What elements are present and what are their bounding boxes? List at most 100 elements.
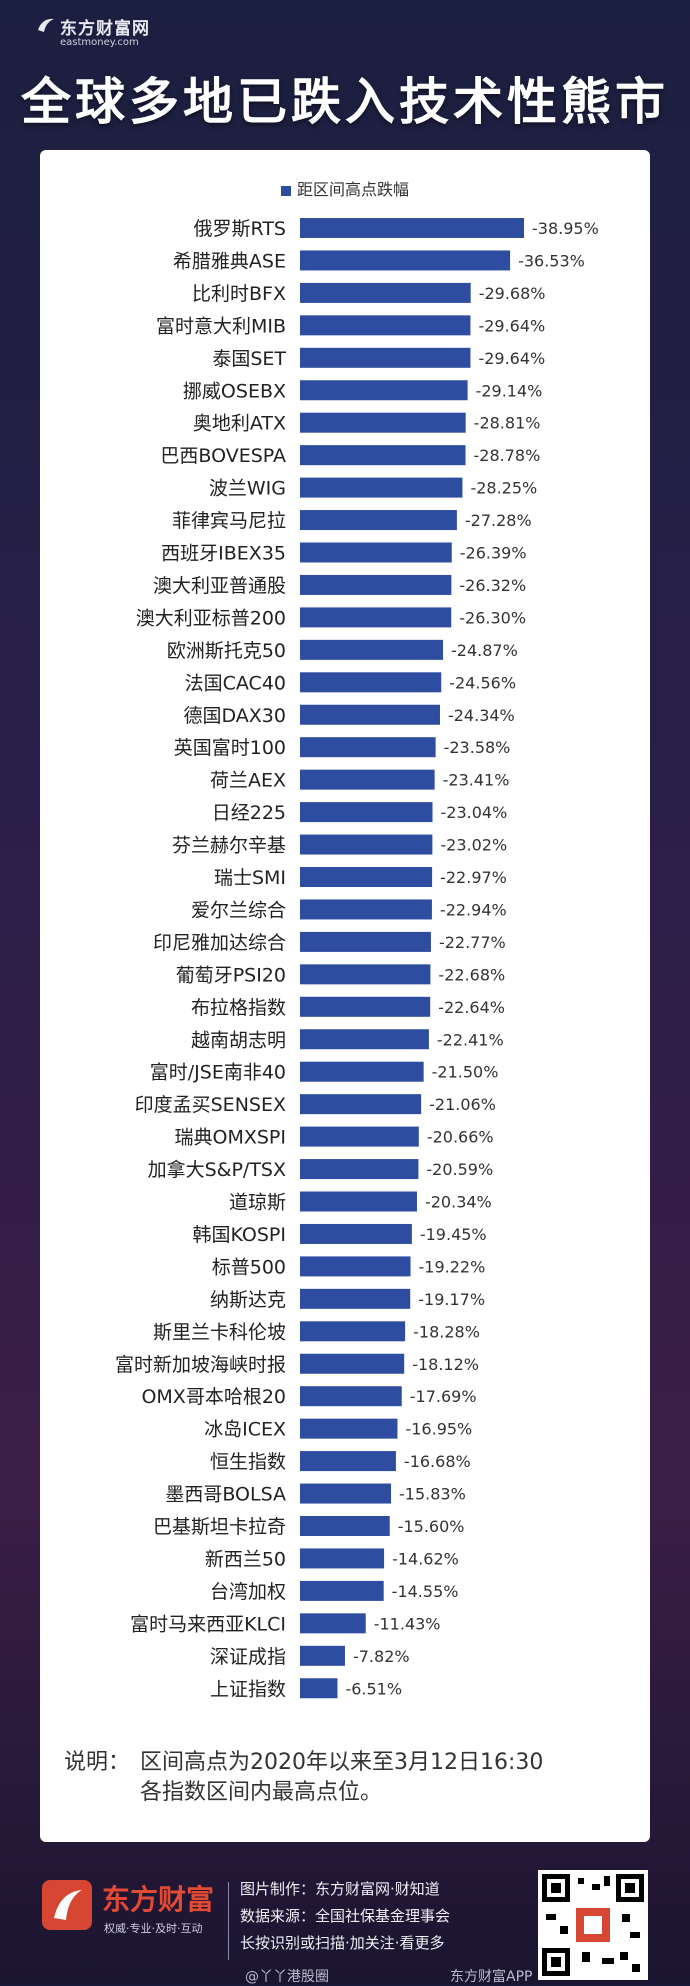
- value-label: -22.94%: [440, 900, 507, 919]
- value-label: -22.97%: [440, 868, 507, 887]
- note-label: 说明：: [64, 1750, 131, 1775]
- value-label: -26.32%: [459, 576, 526, 595]
- category-label: 欧洲斯托克50: [167, 640, 286, 662]
- bar: [300, 1159, 419, 1180]
- value-label: -22.68%: [438, 965, 505, 984]
- bar: [300, 964, 431, 985]
- value-label: -29.64%: [478, 316, 545, 335]
- bar: [300, 1256, 411, 1277]
- bar: [300, 867, 433, 887]
- bar: [300, 412, 466, 433]
- category-label: 印尼雅加达综合: [153, 932, 286, 954]
- watermark-left: @丫丫港股圈: [245, 1969, 329, 1985]
- category-label: 墨西哥BOLSA: [165, 1484, 286, 1506]
- value-label: -23.04%: [441, 803, 508, 822]
- value-label: -19.17%: [418, 1290, 485, 1309]
- footer-divider: [228, 1882, 229, 1960]
- bar: [300, 1645, 345, 1666]
- bar: [300, 639, 444, 660]
- category-label: 韩国KOSPI: [193, 1224, 287, 1246]
- bar: [300, 542, 452, 563]
- value-label: -29.14%: [476, 381, 543, 400]
- category-label: 巴西BOVESPA: [160, 445, 286, 467]
- bar: [300, 250, 511, 271]
- category-label: 澳大利亚标普200: [136, 607, 286, 629]
- category-label: 印度孟买SENSEX: [135, 1094, 286, 1116]
- bar: [300, 1580, 384, 1601]
- category-label: 富时/JSE南非40: [150, 1062, 286, 1084]
- chart-note: 说明： 区间高点为2020年以来至3月12日16:30 各指数区间内最高点位。: [64, 1748, 634, 1808]
- note-line1: 区间高点为2020年以来至3月12日16:30: [140, 1750, 544, 1775]
- category-label: 台湾加权: [210, 1581, 286, 1603]
- value-label: -20.66%: [427, 1128, 494, 1147]
- bar: [300, 1094, 422, 1115]
- bar: [300, 1548, 385, 1569]
- bar: [300, 802, 433, 823]
- legend-swatch: [280, 185, 291, 196]
- value-label: -20.59%: [426, 1160, 493, 1179]
- value-label: -24.56%: [449, 673, 516, 692]
- bar: [300, 996, 431, 1017]
- footer-line-3: 长按识别或扫描·加关注·看更多: [240, 1934, 445, 1952]
- category-label: 瑞士SMI: [214, 867, 286, 889]
- value-label: -18.12%: [412, 1355, 479, 1374]
- value-label: -23.41%: [443, 771, 510, 790]
- bar: [300, 1029, 429, 1050]
- bar: [300, 1223, 412, 1244]
- category-label: 恒生指数: [210, 1451, 286, 1473]
- page-title: 全球多地已跌入技术性熊市: [21, 73, 669, 131]
- bar: [300, 1386, 402, 1407]
- bar: [300, 1483, 392, 1504]
- category-label: 标普500: [212, 1256, 286, 1278]
- value-label: -26.30%: [459, 608, 526, 627]
- bar: [300, 834, 433, 855]
- category-label: 德国DAX30: [184, 705, 287, 727]
- value-label: -24.87%: [451, 641, 518, 660]
- note-line2: 各指数区间内最高点位。: [140, 1780, 383, 1805]
- category-label: 富时新加坡海峡时报: [115, 1354, 286, 1376]
- value-label: -16.95%: [405, 1420, 472, 1439]
- bar: [300, 510, 457, 531]
- chart-legend: 距区间高点跌幅: [40, 176, 650, 200]
- watermark-right: 东方财富APP: [450, 1969, 533, 1985]
- category-label: 上证指数: [210, 1678, 286, 1700]
- bar: [300, 315, 471, 336]
- category-label: 英国富时100: [174, 737, 286, 759]
- bar: [300, 899, 432, 920]
- value-label: -36.53%: [518, 251, 585, 270]
- footer: 东方财富 权威·专业·及时·互动 图片制作：东方财富网·财知道 数据来源：全国社…: [0, 1842, 690, 1985]
- bar: [300, 1353, 405, 1374]
- category-label: 比利时BFX: [192, 283, 286, 305]
- value-label: -21.50%: [432, 1063, 499, 1082]
- footer-slogan: 权威·专业·及时·互动: [104, 1922, 203, 1935]
- bar: [300, 737, 436, 758]
- bar: [300, 1678, 338, 1699]
- category-label: 深证成指: [210, 1646, 286, 1668]
- value-label: -17.69%: [410, 1387, 477, 1406]
- bar: [300, 672, 442, 693]
- value-label: -26.39%: [460, 544, 527, 563]
- category-label: 法国CAC40: [185, 672, 286, 694]
- bar: [300, 574, 452, 595]
- category-label: 西班牙IBEX35: [161, 543, 286, 565]
- value-label: -11.43%: [374, 1614, 441, 1633]
- bar: [300, 1451, 396, 1472]
- value-label: -20.34%: [425, 1193, 492, 1212]
- bar: [300, 380, 468, 401]
- category-label: 葡萄牙PSI20: [176, 964, 286, 986]
- footer-info: 图片制作：东方财富网·财知道 数据来源：全国社保基金理事会 长按识别或扫描·加关…: [240, 1876, 450, 1957]
- value-label: -19.45%: [420, 1225, 487, 1244]
- value-label: -14.62%: [392, 1549, 459, 1568]
- bar: [300, 1061, 424, 1082]
- value-label: -28.81%: [474, 414, 541, 433]
- category-label: 越南胡志明: [191, 1029, 286, 1051]
- category-label: 富时意大利MIB: [156, 315, 286, 337]
- bar: [300, 769, 435, 790]
- qr-code-icon[interactable]: [538, 1870, 648, 1980]
- bar: [300, 1516, 390, 1536]
- value-label: -29.68%: [479, 284, 546, 303]
- category-label: 道琼斯: [229, 1192, 286, 1214]
- category-label: 澳大利亚普通股: [153, 575, 286, 597]
- bar: [300, 1418, 398, 1439]
- value-label: -22.41%: [437, 1030, 504, 1049]
